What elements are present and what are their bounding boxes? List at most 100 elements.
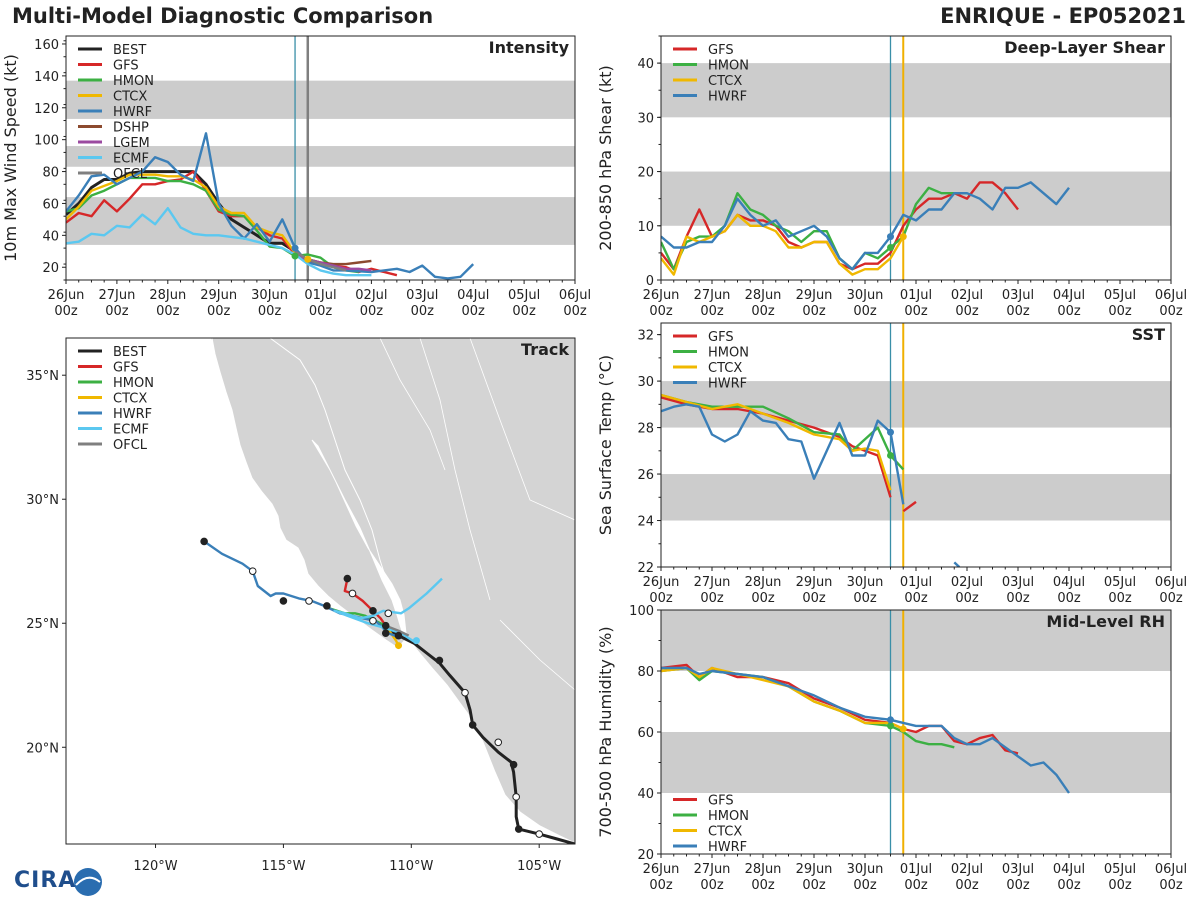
sst-plot-area	[661, 323, 1171, 567]
rh-x-tick-hour: 00z	[751, 878, 775, 893]
shear-marker-ctcx	[899, 233, 907, 241]
rh-y-tick-label: 20	[637, 848, 654, 863]
best-track-point	[369, 607, 377, 615]
rh-x-tick-date: 30Jun	[847, 862, 884, 877]
sst-y-tick-label: 28	[637, 422, 654, 437]
best-track-point	[435, 656, 444, 665]
track-series-gfs	[343, 578, 387, 627]
sst-x-tick-date: 06Jul	[1155, 575, 1187, 590]
sst-x-tick-hour: 00z	[1057, 591, 1081, 606]
intensity-y-tick-label: 20	[42, 261, 59, 276]
track-y-tick-label: 25°N	[26, 617, 59, 632]
best-track-point	[200, 537, 208, 546]
shear-x-tick-hour: 00z	[1057, 304, 1081, 319]
sst-x-tick-date: 04Jul	[1053, 575, 1085, 590]
best-track-point	[381, 621, 390, 630]
sst-y-tick-label: 22	[637, 561, 654, 576]
rh-x-tick-date: 04Jul	[1053, 862, 1085, 877]
ecmf-track-point	[412, 637, 420, 645]
baja-peninsula	[211, 338, 406, 649]
shear-series-hwrf	[661, 181, 1070, 271]
sst-x-tick-hour: 00z	[1159, 591, 1183, 606]
rh-x-tick-hour: 00z	[1108, 878, 1132, 893]
sst-y-tick-label: 26	[637, 468, 654, 483]
shear-x-tick-hour: 00z	[955, 304, 979, 319]
track-series-ecmf	[333, 577, 443, 645]
shear-x-tick-date: 30Jun	[847, 288, 884, 303]
sst-legend-label-gfs: GFS	[708, 330, 734, 345]
track-legend-label-ofcl: OFCL	[113, 438, 148, 453]
ctcx-track-point	[395, 642, 403, 650]
sst-x-tick-date: 27Jun	[694, 575, 731, 590]
sst-gray-band	[661, 474, 1171, 521]
shear-x-tick-date: 06Jul	[1155, 288, 1187, 303]
logo-text: CIRA	[14, 868, 77, 893]
sst-x-tick-date: 28Jun	[745, 575, 782, 590]
intensity-x-tick-hour: 00z	[360, 304, 384, 319]
track-chart: 20°N 25°N 30°N 35°N 120°W 115°W 110°W 105°W Trac…	[26, 337, 576, 874]
shear-legend-label-ctcx: CTCX	[708, 74, 742, 89]
intensity-x-tick-hour: 00z	[563, 304, 587, 319]
intensity-x-tick-date: 03Jul	[406, 288, 438, 303]
rh-x-tick-hour: 00z	[1159, 878, 1183, 893]
intensity-legend-label-ofcl: OFCL	[113, 167, 148, 182]
rh-gray-band	[661, 610, 1171, 671]
sst-x-tick-date: 03Jul	[1002, 575, 1034, 590]
intensity-x-tick-hour: 00z	[156, 304, 180, 319]
sst-legend-label-hmon: HMON	[708, 346, 749, 361]
best-track-point	[305, 597, 313, 605]
track-panel-title: Track	[521, 340, 569, 359]
rh-x-tick-hour: 00z	[904, 878, 928, 893]
intensity-series-ofcl	[294, 250, 347, 272]
rh-x-tick-date: 06Jul	[1155, 862, 1187, 877]
sst-x-tick-hour: 00z	[955, 591, 979, 606]
shear-x-tick-hour: 00z	[853, 304, 877, 319]
best-track-point	[494, 738, 503, 747]
best-track-point	[279, 597, 288, 605]
shear-x-tick-date: 29Jun	[796, 288, 833, 303]
intensity-marker-hwrf	[291, 244, 299, 252]
best-track-point	[343, 574, 352, 583]
shear-x-tick-date: 26Jun	[643, 288, 680, 303]
sst-x-tick-date: 26Jun	[643, 575, 680, 590]
intensity-y-tick-label: 140	[34, 70, 59, 85]
intensity-gray-band	[66, 80, 575, 119]
rh-x-tick-hour: 00z	[853, 878, 877, 893]
rh-x-tick-date: 26Jun	[643, 862, 680, 877]
sst-series-hwrf	[661, 403, 905, 505]
track-series-ofcl	[385, 624, 410, 637]
best-track-point	[514, 825, 523, 833]
best-track-point	[509, 760, 518, 769]
intensity-x-tick-date: 01Jul	[304, 288, 336, 303]
shear-y-tick-label: 0	[646, 274, 654, 289]
intensity-legend-label-hmon: HMON	[113, 74, 154, 89]
intensity-x-tick-date: 06Jul	[559, 288, 591, 303]
rh-y-tick-label: 40	[637, 787, 654, 802]
intensity-x-tick-hour: 00z	[462, 304, 486, 319]
sst-x-tick-hour: 00z	[904, 591, 928, 606]
sst-y-tick-label: 24	[637, 515, 654, 530]
track-legend-label-ecmf: ECMF	[113, 423, 149, 438]
intensity-x-tick-date: 05Jul	[508, 288, 540, 303]
intensity-x-tick-hour: 00z	[411, 304, 435, 319]
sst-x-tick-hour: 00z	[1108, 591, 1132, 606]
rh-y-tick-label: 80	[637, 665, 654, 680]
shear-legend-label-hmon: HMON	[708, 59, 749, 74]
track-map	[66, 338, 575, 844]
intensity-x-tick-date: 27Jun	[98, 288, 135, 303]
shear-x-tick-date: 03Jul	[1002, 288, 1034, 303]
intensity-marker-ctcx	[304, 255, 312, 263]
shear-y-tick-label: 10	[637, 220, 654, 235]
shear-x-tick-date: 27Jun	[694, 288, 731, 303]
rh-y-tick-label: 60	[637, 726, 654, 741]
track-series-hwrf	[203, 540, 402, 640]
intensity-legend-label-ctcx: CTCX	[113, 90, 147, 105]
gulf-of-california	[311, 439, 401, 614]
track-y-tick-label: 35°N	[26, 369, 59, 384]
intensity-legend-label-hwrf: HWRF	[113, 105, 152, 120]
sst-x-tick-hour: 00z	[1006, 591, 1030, 606]
intensity-y-tick-label: 100	[34, 134, 59, 149]
shear-x-tick-hour: 00z	[649, 304, 673, 319]
